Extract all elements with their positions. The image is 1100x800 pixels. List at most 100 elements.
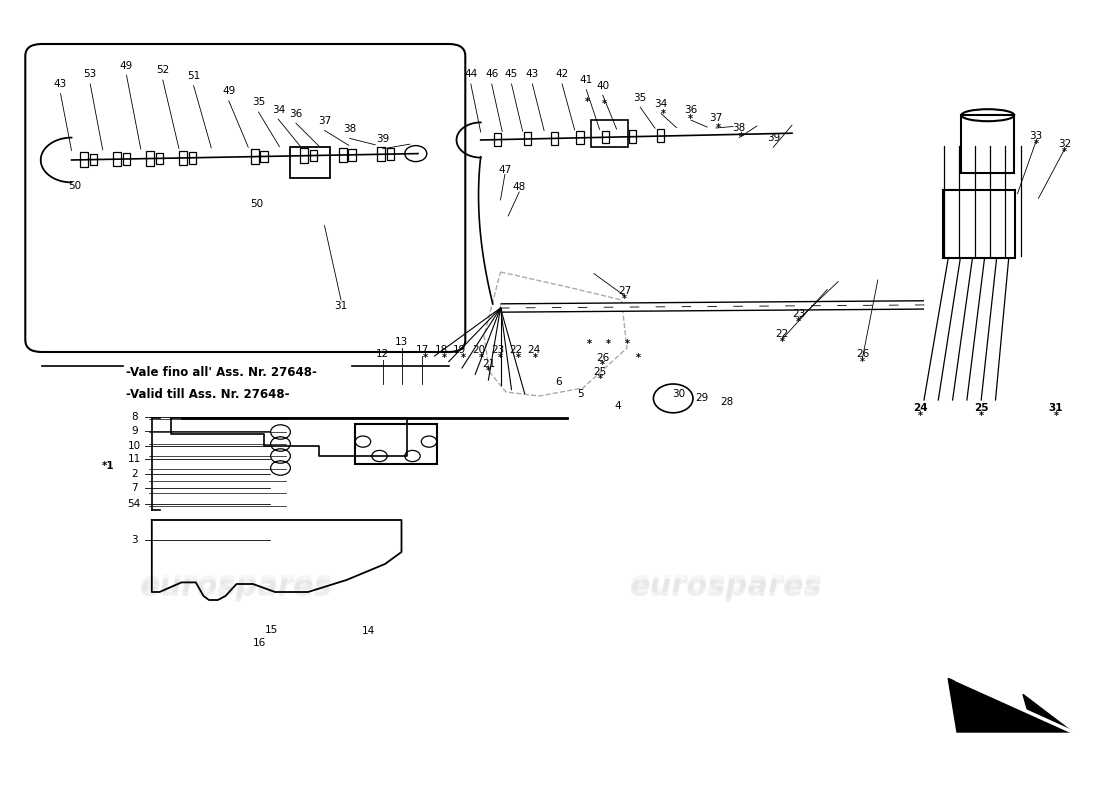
Text: 24: 24 [527, 345, 540, 354]
Text: 25: 25 [974, 403, 989, 413]
Text: *: * [739, 132, 744, 142]
Text: 33: 33 [1030, 131, 1043, 141]
Text: 17: 17 [416, 345, 429, 354]
Text: *1: *1 [101, 461, 114, 470]
Text: 49: 49 [222, 86, 235, 96]
Text: *: * [516, 353, 520, 362]
Text: 42: 42 [556, 70, 569, 79]
Bar [494, 133, 502, 146]
Text: *: * [860, 357, 865, 366]
Text: 51: 51 [187, 71, 200, 81]
Text: 41: 41 [580, 75, 593, 85]
Text: 37: 37 [710, 114, 723, 123]
Text: 12: 12 [376, 349, 389, 358]
Text: -Valid till Ass. Nr. 27648-: -Valid till Ass. Nr. 27648- [126, 388, 290, 401]
Bar [551, 132, 559, 145]
Text: 29: 29 [695, 393, 708, 402]
Text: 47: 47 [498, 165, 512, 174]
Text: 45: 45 [505, 70, 518, 79]
Text: *: * [796, 318, 801, 327]
Text: 50: 50 [250, 199, 263, 209]
Text: eurospares: eurospares [140, 570, 333, 598]
Bar [591, 120, 628, 147]
Text: 8: 8 [131, 412, 138, 422]
Text: 38: 38 [343, 124, 356, 134]
Text: 43: 43 [526, 70, 539, 79]
Text: -Vale fino all' Ass. Nr. 27648-: -Vale fino all' Ass. Nr. 27648- [126, 366, 318, 378]
Text: 18: 18 [434, 345, 448, 354]
Text: 23: 23 [492, 345, 505, 354]
Text: *: * [585, 97, 590, 106]
Text: *: * [1034, 139, 1038, 149]
Bar [961, 115, 1014, 173]
Bar [80, 152, 88, 166]
Text: *: * [606, 339, 610, 349]
Text: 26: 26 [596, 354, 609, 363]
Text: *: * [918, 411, 923, 421]
Bar [155, 153, 164, 164]
Bar [260, 150, 268, 162]
Text: 54: 54 [128, 499, 141, 509]
Bar [524, 133, 531, 146]
Text: 49: 49 [120, 61, 133, 70]
Bar [179, 150, 187, 165]
Text: 3: 3 [131, 535, 138, 545]
Text: 31: 31 [334, 301, 348, 310]
Text: eurospares: eurospares [140, 574, 333, 602]
Bar [290, 147, 330, 178]
Bar [657, 130, 664, 142]
Bar [602, 130, 609, 143]
Polygon shape [948, 678, 1072, 732]
Bar [300, 148, 308, 162]
Text: *: * [498, 353, 503, 362]
Bar [188, 152, 197, 163]
Text: 36: 36 [289, 109, 302, 118]
Bar [309, 150, 318, 162]
Bar [944, 190, 1014, 258]
Text: *: * [486, 366, 491, 376]
Text: 40: 40 [596, 81, 609, 90]
Text: *: * [716, 123, 720, 133]
Text: 39: 39 [376, 134, 389, 144]
Text: 23: 23 [792, 310, 805, 319]
FancyBboxPatch shape [25, 44, 465, 352]
Bar [113, 152, 121, 166]
Text: *: * [780, 338, 784, 347]
Bar [354, 424, 438, 464]
Text: 43: 43 [54, 79, 67, 89]
Bar [146, 151, 154, 166]
Text: 5: 5 [578, 389, 584, 398]
Text: *: * [689, 114, 693, 124]
Text: 30: 30 [672, 389, 685, 398]
Bar [339, 148, 346, 162]
Text: *: * [661, 109, 666, 118]
Text: 36: 36 [684, 106, 697, 115]
Bar [251, 150, 258, 164]
Text: 26: 26 [856, 349, 869, 358]
Text: *: * [534, 353, 538, 362]
Text: *: * [623, 294, 627, 304]
Text: *: * [480, 353, 484, 362]
Text: *: * [424, 353, 428, 362]
Text: 7: 7 [131, 483, 138, 493]
Text: 2: 2 [131, 469, 138, 478]
Text: *: * [442, 353, 447, 362]
Text: 22: 22 [509, 345, 522, 354]
Text: *: * [625, 339, 629, 349]
Text: 31: 31 [1048, 403, 1064, 413]
Text: 21: 21 [482, 359, 495, 369]
Text: 50: 50 [68, 182, 81, 191]
Text: 53: 53 [84, 70, 97, 79]
Bar [386, 148, 395, 160]
Bar [348, 149, 356, 161]
Text: 14: 14 [362, 626, 375, 636]
Text: eurospares: eurospares [629, 574, 823, 602]
Text: 34: 34 [272, 105, 285, 114]
Text: 22: 22 [776, 330, 789, 339]
Text: 38: 38 [733, 123, 746, 133]
Text: 16: 16 [253, 638, 266, 648]
Text: *: * [461, 353, 465, 362]
Text: 11: 11 [128, 454, 141, 464]
Text: 20: 20 [472, 345, 485, 354]
Text: 32: 32 [1058, 139, 1071, 149]
